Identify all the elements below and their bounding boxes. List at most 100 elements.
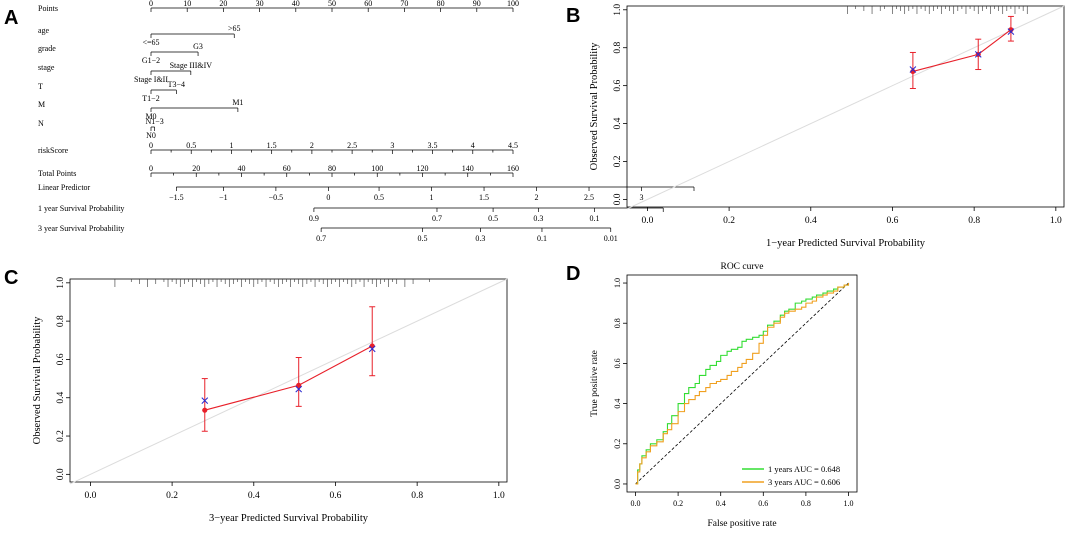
bias-corrected-marker [1007, 28, 1015, 35]
calibration-point [202, 407, 208, 413]
scale-tick-label: 2 [310, 141, 314, 150]
scale-tick-label: 160 [507, 164, 519, 173]
y-tick-label: 0.8 [613, 42, 623, 54]
mapped-tick-label: 0.01 [604, 234, 618, 243]
mapped-tick-label: 0.9 [309, 214, 319, 223]
mapped-tick-label: 0.3 [475, 234, 485, 243]
row-label: Linear Predictor [38, 183, 91, 192]
scale-tick-label: 80 [437, 0, 445, 8]
scale-tick-label: 50 [328, 0, 336, 8]
mapped-tick-label: 2.5 [584, 193, 594, 202]
mapped-tick-label: 0.5 [374, 193, 384, 202]
mapped-tick-label: 0.1 [537, 234, 547, 243]
scale-tick-label: 90 [473, 0, 481, 8]
row-label: riskScore [38, 146, 69, 155]
row-label: Total Points [38, 169, 76, 178]
row-label: stage [38, 63, 55, 72]
row-label: N [38, 119, 44, 128]
x-tick-label: 0.8 [411, 491, 423, 501]
scale-tick-label: 3 [390, 141, 394, 150]
x-tick-label: 0.6 [758, 499, 768, 508]
category-level-label: N0 [146, 131, 156, 140]
y-tick-label: 0.0 [56, 468, 66, 480]
y-tick-label: 0.0 [613, 479, 622, 489]
scale-tick-label: 0 [149, 141, 153, 150]
x-tick-label: 0.0 [84, 491, 96, 501]
scale-tick-label: 10 [183, 0, 191, 8]
x-tick-label: 0.0 [631, 499, 641, 508]
row-label: age [38, 26, 50, 35]
x-tick-label: 0.2 [723, 216, 735, 226]
scale-tick-label: 0 [149, 164, 153, 173]
scale-tick-label: 4 [471, 141, 475, 150]
category-level-label: N1−3 [145, 117, 163, 126]
row-label: 1 year Survival Probability [38, 204, 124, 213]
chart-title: ROC curve [720, 262, 763, 272]
y-tick-label: 1.0 [613, 278, 622, 288]
scale-tick-label: 60 [364, 0, 372, 8]
x-tick-label: 0.6 [887, 216, 899, 226]
mapped-tick-label: 3 [640, 193, 644, 202]
mapped-tick-label: 0 [326, 193, 330, 202]
scale-tick-label: 20 [192, 164, 200, 173]
category-level-label: T3−4 [168, 80, 185, 89]
mapped-tick-label: 1.5 [479, 193, 489, 202]
scale-tick-label: 120 [417, 164, 429, 173]
scale-tick-label: 2.5 [347, 141, 357, 150]
row-label: 3 year Survival Probability [38, 224, 124, 233]
bias-corrected-marker [909, 66, 917, 73]
x-tick-label: 0.2 [673, 499, 683, 508]
reference-diagonal [69, 278, 508, 485]
x-tick-label: 0.2 [166, 491, 178, 501]
mapped-tick-label: 0.5 [488, 214, 498, 223]
y-tick-label: 0.6 [56, 353, 66, 365]
x-axis-label: False positive rate [707, 519, 776, 529]
x-tick-label: 1.0 [1050, 216, 1062, 226]
y-axis-label: Observed Survival Probability [32, 316, 43, 444]
panel-letter-a: A [4, 7, 18, 29]
roc-curve-panel: ROC curve 0.0 0.0 0.2 0.2 0.4 0.4 0.6 0.6 0.8 0.8 1… [590, 262, 858, 529]
plot-frame [626, 5, 1065, 208]
x-axis-label: 3−year Predicted Survival Probability [209, 513, 369, 524]
y-tick-label: 0.6 [613, 79, 623, 91]
y-axis-label: Observed Survival Probability [589, 42, 600, 170]
mapped-tick-label: 0.3 [533, 214, 543, 223]
mapped-tick-label: −1.5 [169, 193, 184, 202]
plot-frame [69, 278, 508, 483]
x-tick-label: 1.0 [493, 491, 505, 501]
row-label: M [38, 100, 45, 109]
x-tick-label: 0.6 [330, 491, 342, 501]
y-tick-label: 0.4 [56, 392, 66, 404]
y-tick-label: 0.4 [613, 399, 622, 409]
scale-tick-label: 1 [229, 141, 233, 150]
roc-line-1 [635, 283, 850, 485]
panel-letter-c: C [4, 267, 18, 289]
y-tick-label: 0.2 [613, 155, 623, 167]
row-label: grade [38, 44, 56, 53]
mapped-tick-label: 0.7 [432, 214, 442, 223]
scale-tick-label: 20 [219, 0, 227, 8]
category-level-label: <=65 [142, 38, 159, 47]
y-tick-label: 0.0 [613, 193, 623, 205]
panel-letter-b: B [566, 5, 580, 27]
bias-corrected-marker [201, 397, 209, 404]
scale-tick-label: 3.5 [428, 141, 438, 150]
y-tick-label: 0.8 [56, 315, 66, 327]
scale-tick-label: 0.5 [186, 141, 196, 150]
scale-tick-label: 30 [256, 0, 264, 8]
calibration-line [912, 29, 1012, 72]
x-tick-label: 0.4 [716, 499, 726, 508]
mapped-tick-label: 0.5 [418, 234, 428, 243]
calibration-1-year-panel: 0.0 0.0 0.2 0.2 0.4 0.4 0.6 0.6 0.8 0.8 1.0 1.0 1−ye… [589, 4, 1065, 249]
x-tick-label: 0.8 [801, 499, 811, 508]
bias-corrected-marker [368, 345, 376, 353]
scale-tick-label: 70 [400, 0, 408, 8]
x-tick-label: 0.8 [968, 216, 980, 226]
mapped-tick-label: 2 [535, 193, 539, 202]
calibration-line [204, 345, 373, 411]
category-level-label: G3 [193, 42, 203, 51]
scale-tick-label: 100 [507, 0, 519, 8]
scale-tick-label: 40 [292, 0, 300, 8]
mapped-tick-label: −1 [219, 193, 228, 202]
